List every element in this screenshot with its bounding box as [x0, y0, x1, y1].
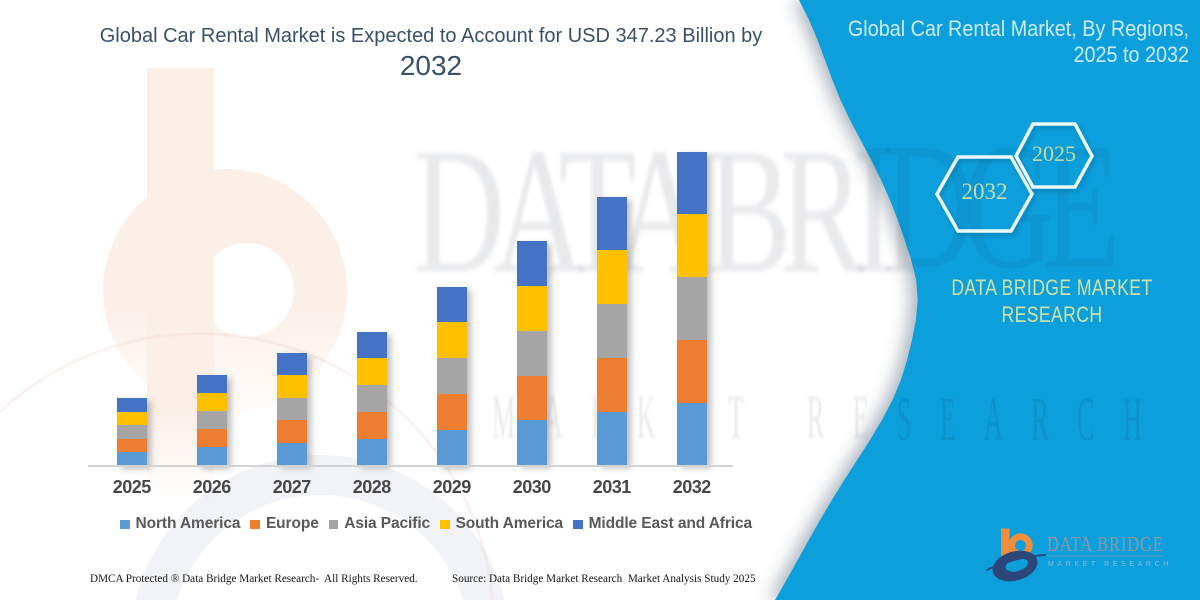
svg-text:MARKET RESEARCH: MARKET RESEARCH: [1048, 561, 1172, 568]
svg-text:DATA BRIDGE: DATA BRIDGE: [1047, 533, 1164, 556]
